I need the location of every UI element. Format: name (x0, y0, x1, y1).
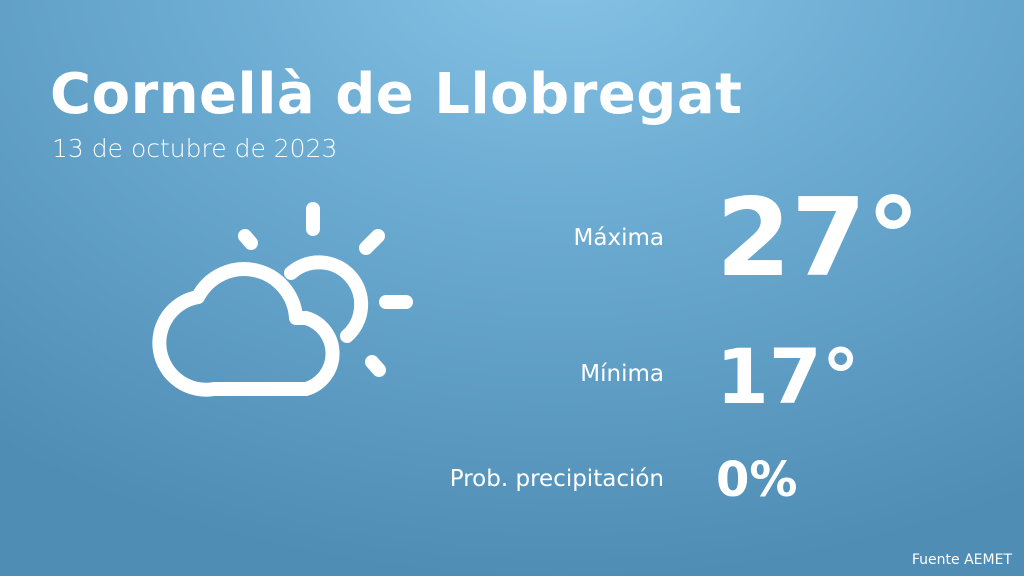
source-credit: Fuente AEMET (911, 552, 1012, 568)
precip-label: Prob. precipitación (449, 466, 664, 492)
city-title: Cornellà de Llobregat (50, 62, 743, 127)
min-label: Mínima (580, 361, 664, 387)
forecast-date: 13 de octubre de 2023 (52, 134, 338, 163)
min-temperature: 17° (716, 332, 860, 421)
precip-value: 0% (716, 452, 798, 508)
max-label: Máxima (573, 225, 664, 251)
max-temperature: 27° (716, 176, 921, 301)
